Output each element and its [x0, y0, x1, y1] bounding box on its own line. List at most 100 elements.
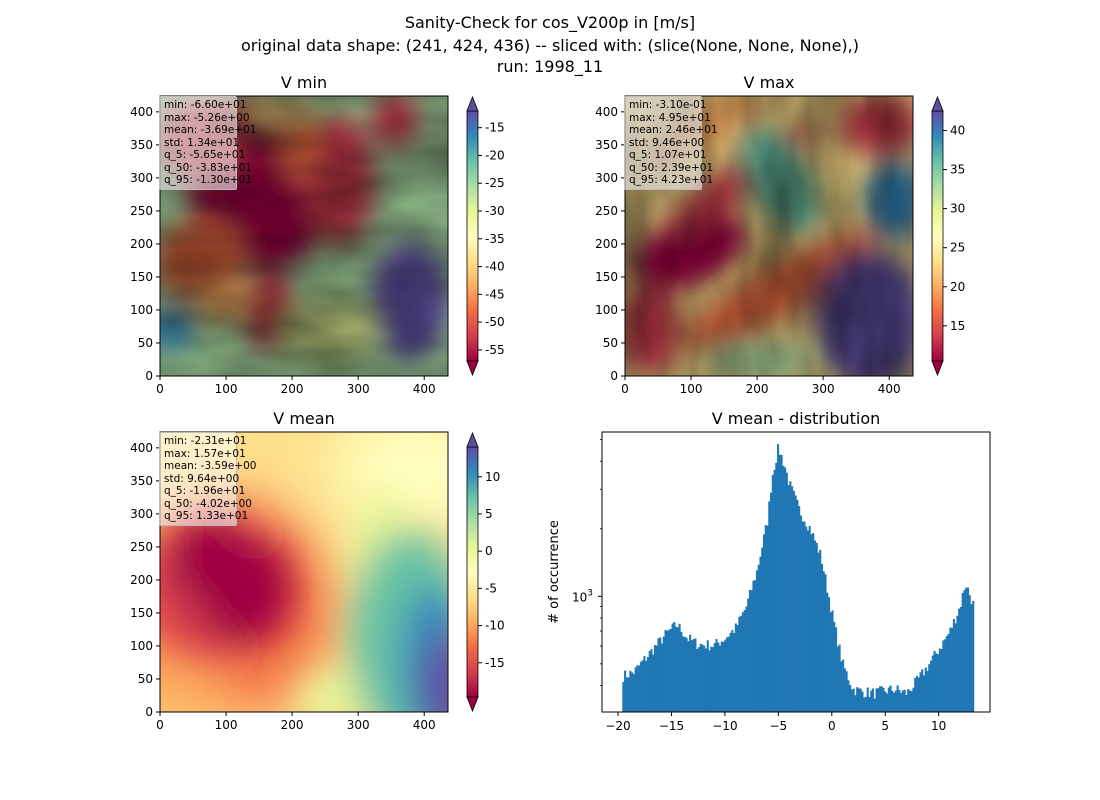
- histogram-bar: [829, 612, 832, 712]
- x-tick-label: 300: [347, 382, 370, 396]
- histogram-bar: [815, 542, 818, 712]
- colorbar-tick-label: -10: [485, 619, 505, 633]
- histogram-bar: [625, 677, 628, 712]
- histogram-bar: [704, 648, 708, 712]
- histogram-bar: [799, 515, 802, 712]
- histogram-bar: [870, 690, 873, 712]
- histogram-bar: [893, 692, 896, 712]
- y-tick-label: 0: [145, 705, 153, 719]
- histogram-bar: [919, 672, 922, 712]
- y-tick-label: 150: [130, 270, 153, 284]
- x-tick-label: 400: [878, 382, 901, 396]
- x-tick-label: 0: [156, 382, 164, 396]
- y-tick-label: 100: [130, 639, 153, 653]
- histogram-bar: [945, 635, 948, 712]
- histogram-bar: [675, 626, 678, 712]
- histogram-bar: [683, 636, 686, 712]
- histogram-bar: [796, 499, 799, 712]
- vmax-colorbar: [931, 110, 944, 362]
- histogram-bar: [810, 534, 813, 712]
- histogram-bar: [745, 606, 748, 712]
- histogram-bar: [726, 637, 729, 712]
- histogram-bar: [652, 654, 655, 712]
- x-tick-label: −15: [659, 719, 684, 733]
- histogram-bar: [956, 615, 959, 712]
- histogram-bar: [696, 649, 699, 712]
- histogram-bar: [740, 615, 743, 712]
- histogram-bar: [784, 467, 787, 712]
- vmax-stat-line: q_95: 4.23e+01: [629, 174, 714, 186]
- histogram-bar: [692, 639, 695, 712]
- histogram-bar: [733, 633, 736, 712]
- histogram-bar: [766, 525, 769, 712]
- vmax-colorbar-extend-max: [931, 95, 944, 112]
- y-tick-label: 350: [595, 138, 618, 152]
- vmax-stat-line: q_5: 1.07e+01: [629, 149, 707, 161]
- vmean-axes-frame: [159, 431, 449, 713]
- vmin-colorbar: [466, 110, 479, 362]
- x-tick-label: 100: [215, 718, 238, 732]
- colorbar-tick-label: -15: [485, 656, 505, 670]
- vmin-stat-line: q_95: -1.30e+01: [164, 174, 252, 186]
- x-tick-label: 200: [746, 382, 769, 396]
- histogram-bar: [930, 660, 933, 712]
- y-tick-label: 250: [130, 204, 153, 218]
- vmean-stat-line: max: 1.57e+01: [164, 447, 246, 460]
- histogram-bar: [819, 549, 822, 712]
- x-tick-label: 0: [156, 718, 164, 732]
- histogram-bar: [685, 637, 688, 712]
- histogram-bar: [708, 650, 711, 712]
- histogram-bar: [843, 668, 846, 712]
- histogram-bar: [833, 622, 836, 712]
- x-tick-label: 10: [931, 719, 946, 733]
- histogram-bar: [777, 444, 780, 712]
- y-tick-label: 200: [130, 237, 153, 251]
- histogram-bar: [864, 696, 868, 712]
- histogram-bar: [636, 665, 639, 712]
- figure-title-line1: Sanity-Check for cos_V200p in [m/s]: [404, 13, 696, 32]
- histogram-bar: [761, 547, 764, 712]
- histogram-bar: [717, 642, 720, 712]
- histogram-bar: [847, 680, 850, 712]
- colorbar-tick-label: -45: [485, 287, 505, 301]
- histogram-bar: [798, 506, 801, 712]
- histogram-bar: [900, 692, 903, 712]
- panel-vmean: V mean 0 100 200 300 40005010015020025030035…: [130, 409, 505, 732]
- histogram-bar: [643, 656, 646, 712]
- histogram-bar: [748, 589, 751, 712]
- histogram-bar: [917, 677, 920, 712]
- histogram-bar: [812, 532, 815, 712]
- histogram-bar: [840, 661, 843, 712]
- histogram-bar: [824, 574, 827, 712]
- vmin-stat-line: std: 1.34e+01: [164, 136, 240, 149]
- histogram-bar: [965, 587, 968, 712]
- vmean-colorbar-ticks: 10 5 0 -5 -10 -15: [478, 470, 505, 670]
- vmean-stat-line: q_5: -1.96e+01: [164, 485, 246, 497]
- vmax-axes: 0 100 200 300 400 0 50 100 150 200 250 300 350 400: [595, 105, 901, 396]
- colorbar-tick-label: 5: [485, 507, 493, 521]
- histogram-bar: [727, 636, 730, 712]
- histogram-bar: [898, 689, 901, 712]
- y-tick-label: 350: [130, 138, 153, 152]
- histogram-bar: [703, 645, 706, 712]
- histogram-bar: [926, 671, 929, 712]
- histogram-bar: [845, 671, 848, 712]
- histogram-bar: [831, 610, 834, 712]
- histogram-bar: [828, 597, 831, 712]
- histogram-bar: [731, 630, 734, 712]
- histogram-bar: [859, 688, 862, 712]
- histogram-bar: [655, 645, 658, 712]
- histogram-bar: [849, 685, 852, 712]
- vmin-colorbar-ticks: -15 -20 -25 -30 -35 -40 -45 -50 -55: [478, 121, 505, 357]
- histogram-bar: [822, 571, 825, 712]
- histogram-bar: [743, 610, 746, 712]
- vmin-axes: 0 100 200 300 400 0 50 100 150 200 250 300 350 400: [130, 105, 436, 396]
- histogram-title: V mean - distribution: [712, 409, 881, 428]
- x-tick-label: 0: [621, 382, 629, 396]
- histogram-bar: [736, 625, 739, 712]
- vmean-stats-box: min: -2.31e+01 max: 1.57e+01 mean: -3.59…: [159, 432, 256, 526]
- histogram-bar: [949, 627, 952, 712]
- vmean-heatmap: [160, 432, 448, 712]
- histogram-bar: [944, 639, 947, 712]
- histogram-bar: [770, 492, 773, 712]
